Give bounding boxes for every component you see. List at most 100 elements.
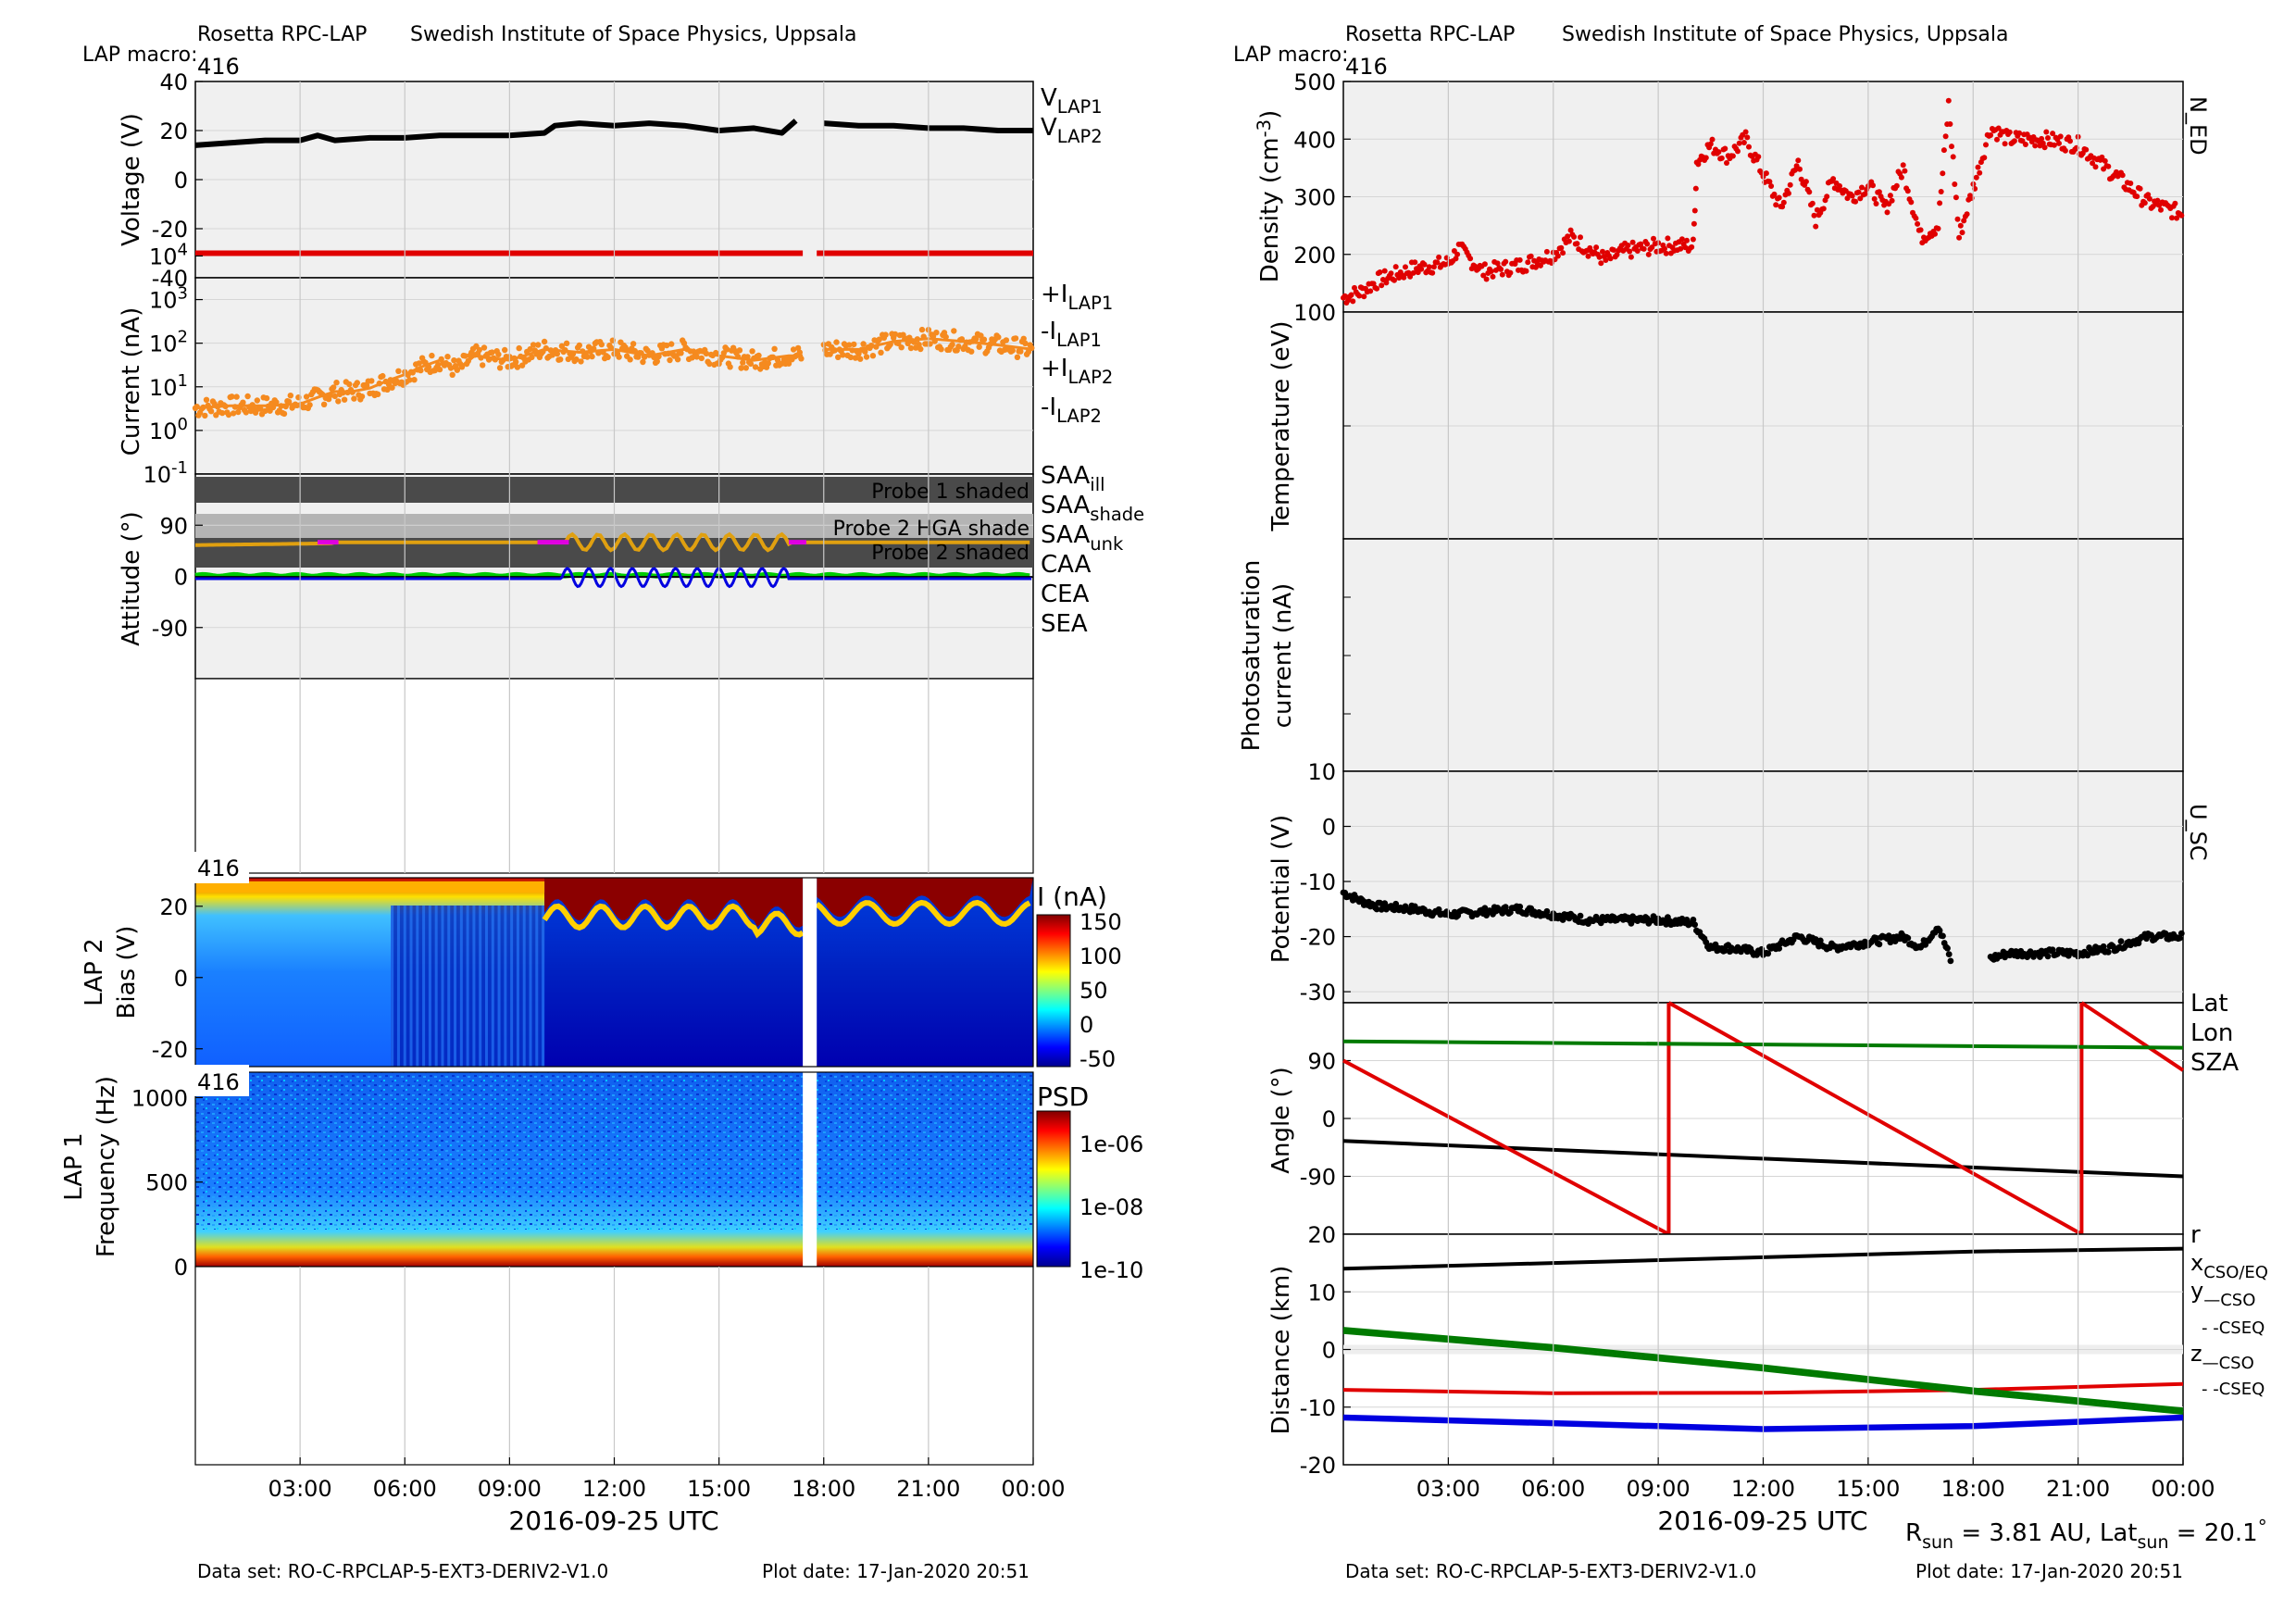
i-lap2-points — [262, 407, 268, 415]
n-ed-points — [2158, 206, 2164, 213]
caa-series — [195, 567, 1032, 589]
n-ed-points — [1902, 168, 1908, 174]
i-lap2-points — [389, 384, 395, 391]
i-lap2-points — [942, 333, 949, 341]
u-sc-points — [1499, 909, 1506, 917]
i-lap2-points — [257, 406, 264, 412]
potential-tick-label: -10 — [1300, 869, 1336, 895]
n-ed-points — [1341, 293, 1348, 299]
photo-ylabel-line1: Photosaturation — [1238, 560, 1266, 752]
i-lap2-points — [878, 349, 884, 356]
n-ed-points — [2079, 150, 2086, 156]
i-lap2-points — [303, 394, 310, 400]
n-ed-points — [1945, 97, 1952, 104]
legend-v-lap1: VLAP1 — [1041, 84, 1103, 118]
i-lap2-points — [1003, 337, 1010, 344]
i-lap2-points — [554, 350, 560, 357]
i-lap2-points — [585, 344, 593, 350]
i-lap2-points — [852, 355, 859, 361]
freq-tick-label: 1000 — [131, 1085, 188, 1111]
freq-data-gap — [803, 1070, 817, 1268]
i-lap2-points — [605, 354, 611, 360]
i-lap2-points — [235, 408, 242, 416]
n-ed-points — [1436, 254, 1442, 260]
shade-label-probe2: Probe 2 shaded — [871, 542, 1029, 565]
i-lap2-points — [640, 358, 646, 366]
i-lap2-points — [630, 341, 637, 347]
i-lap2-points — [331, 393, 338, 400]
bias-ylabel-line1: LAP 2 — [81, 938, 108, 1006]
i-lap2-points — [230, 410, 237, 417]
n-ed-points — [1678, 236, 1685, 243]
u-sc-points — [2104, 948, 2112, 956]
i-lap2-points — [229, 394, 235, 400]
i-lap2-points — [933, 330, 940, 336]
n-ed-points — [2137, 185, 2143, 192]
distance-tick-label: -20 — [1300, 1453, 1336, 1479]
i-lap2-points — [451, 357, 457, 364]
n-ed-points — [2119, 172, 2126, 179]
u-sc-points — [2177, 930, 2185, 937]
n-ed-points — [1525, 259, 1531, 266]
n-ed-points — [1820, 206, 1827, 212]
i-lap2-points — [860, 341, 867, 347]
n-ed-points — [1682, 244, 1689, 251]
bias-stripe — [535, 906, 539, 1067]
u-sc-points — [1502, 904, 1509, 910]
voltage-tick-label: 0 — [174, 168, 188, 194]
i-lap2-points — [1009, 347, 1016, 354]
n-ed-points — [1908, 199, 1915, 206]
n-ed-points — [1596, 254, 1603, 260]
attitude-tick-label: 0 — [174, 565, 188, 591]
n-ed-points — [1490, 273, 1496, 280]
i-lap2-points — [667, 356, 673, 364]
right-macro-label: LAP macro: — [1233, 44, 1349, 67]
i-lap2-points — [306, 402, 313, 408]
legend-plus-i-lap2: +ILAP2 — [1041, 355, 1113, 388]
n-ed-points — [1870, 182, 1876, 189]
n-ed-points — [1429, 269, 1436, 276]
n-ed-points — [1718, 155, 1725, 161]
angle-ylabel: Angle (°) — [1267, 1067, 1295, 1174]
legend-minus-i-lap2: -ILAP2 — [1041, 394, 1102, 427]
n-ed-points — [1913, 215, 1919, 221]
i-lap2-points — [557, 356, 564, 363]
i-lap2-points — [644, 347, 651, 354]
n-ed-points — [1893, 182, 1900, 189]
i-lap2-points — [616, 354, 622, 360]
n-ed-points — [1418, 266, 1425, 272]
i-lap2-points — [346, 381, 353, 388]
i-lap2-points — [436, 366, 443, 373]
i-lap2-points — [354, 380, 360, 386]
n-ed-points — [1806, 189, 1813, 195]
i-lap2-points — [747, 360, 755, 368]
n-ed-points — [1454, 251, 1461, 257]
n-ed-points — [1453, 256, 1459, 262]
potential-ylabel: Potential (V) — [1267, 815, 1295, 963]
right-xlabel: 2016-09-25 UTC — [1657, 1505, 1867, 1536]
bias-stripe — [522, 906, 526, 1067]
left-xtick-label: 12:00 — [582, 1476, 646, 1502]
n-ed-points — [1724, 160, 1729, 166]
u-sc-points — [1936, 927, 1943, 934]
n-ed-points — [1507, 269, 1514, 276]
n-ed-points — [2154, 197, 2161, 204]
n-ed-points — [2043, 129, 2050, 135]
n-ed-points — [2050, 131, 2056, 137]
i-lap2-points — [406, 377, 413, 383]
i-lap2-points — [480, 362, 486, 369]
n-ed-points — [1651, 235, 1656, 242]
n-ed-points — [1483, 276, 1490, 282]
n-ed-points — [1795, 157, 1802, 164]
n-ed-points — [2102, 157, 2108, 164]
n-ed-points — [1766, 179, 1773, 185]
n-ed-points — [1691, 207, 1698, 214]
left-xtick-label: 18:00 — [792, 1476, 855, 1502]
temperature-ylabel: Temperature (eV) — [1267, 320, 1295, 531]
n-ed-points — [1600, 248, 1605, 255]
n-ed-points — [1543, 248, 1550, 255]
n-ed-points — [1950, 154, 1956, 160]
n-ed-points — [1611, 247, 1616, 253]
bias-saturated-region — [544, 878, 804, 928]
n-ed-points — [2022, 142, 2028, 147]
